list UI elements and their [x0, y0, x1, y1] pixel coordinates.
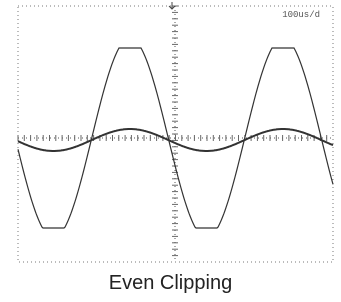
timebase-label: 100us/d — [282, 10, 320, 20]
caption: Even Clipping — [0, 272, 341, 295]
graticule-ticks — [18, 6, 327, 256]
page: 100us/d Even Clipping (() => { const dat… — [0, 0, 341, 302]
scope-screen: 100us/d — [0, 0, 341, 268]
